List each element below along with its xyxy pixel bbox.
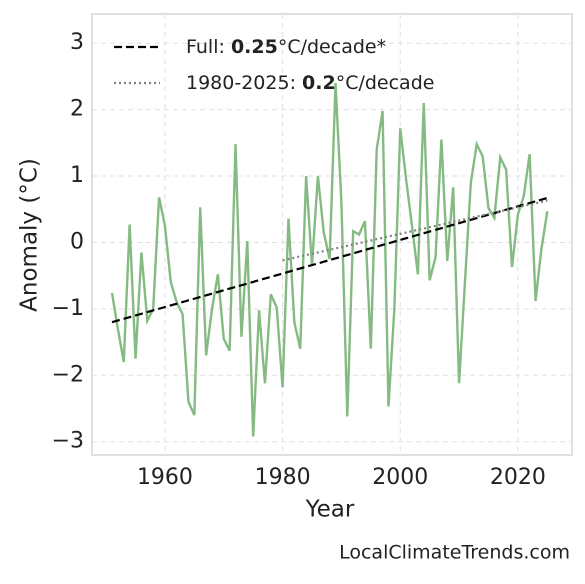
legend-label-part: 0.25 bbox=[231, 36, 278, 58]
series-line bbox=[110, 83, 549, 437]
lines bbox=[110, 83, 549, 437]
x-tick-label: 1980 bbox=[255, 465, 311, 490]
y-tick-label: 2 bbox=[70, 97, 84, 122]
y-tick-label: 3 bbox=[70, 30, 84, 55]
watermark: LocalClimateTrends.com bbox=[339, 542, 570, 564]
series-line bbox=[111, 196, 548, 324]
x-tick-label: 2020 bbox=[490, 465, 546, 490]
y-tick-label: −3 bbox=[52, 429, 84, 454]
plot-frame bbox=[91, 13, 573, 456]
legend-label-part: °C/decade* bbox=[278, 36, 386, 58]
x-tick-label: 1960 bbox=[137, 465, 193, 490]
legend-label-part: 1980-2025: bbox=[186, 72, 302, 94]
y-tick-label: −1 bbox=[52, 296, 84, 321]
series-line bbox=[282, 199, 548, 262]
x-axis-label: Year bbox=[305, 497, 355, 523]
legend-label: Full: 0.25°C/decade* bbox=[186, 36, 386, 58]
legend-label-part: °C/decade bbox=[336, 72, 435, 94]
y-tick-label: −2 bbox=[52, 362, 84, 387]
y-tick-label: 0 bbox=[70, 229, 84, 254]
legend-label-part: 0.2 bbox=[302, 72, 336, 94]
y-axis-label: Anomaly (°C) bbox=[17, 158, 43, 312]
y-tick-label: 1 bbox=[70, 163, 84, 188]
legend-label-part: Full: bbox=[186, 36, 231, 58]
x-tick-label: 2000 bbox=[372, 465, 428, 490]
legend-label: 1980-2025: 0.2°C/decade bbox=[186, 72, 434, 94]
